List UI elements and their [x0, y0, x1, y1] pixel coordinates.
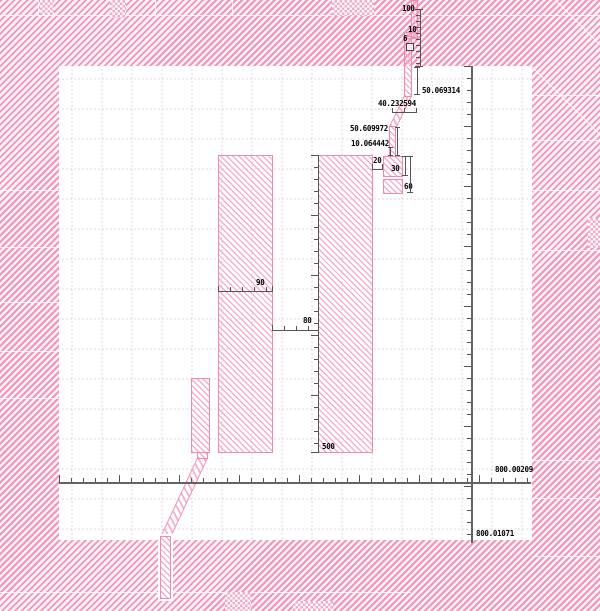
texture-patch — [332, 0, 374, 16]
ruler-line — [218, 291, 273, 292]
ruler-cap — [414, 67, 420, 68]
border-seam — [532, 190, 600, 191]
measurement-label: 100 — [402, 4, 415, 13]
ruler-cap — [415, 9, 423, 10]
measurement-label: 50.069314 — [422, 86, 460, 95]
ruler-cap — [402, 175, 408, 176]
ruler-cap — [414, 94, 420, 95]
ruler-ticks — [218, 287, 273, 291]
ruler-line — [372, 169, 383, 170]
ruler-cap — [272, 325, 273, 331]
measurement-label: 80 — [303, 316, 312, 325]
border-diagonal-seam — [555, 0, 600, 45]
measurement-label: 10 — [408, 25, 417, 34]
texture-patch — [225, 592, 251, 611]
ruler-cap — [395, 127, 400, 128]
ruler-cap — [388, 147, 393, 148]
border-diagonal-seam — [531, 66, 600, 135]
ruler-line — [390, 147, 391, 156]
ruler-cap — [311, 155, 319, 156]
measurement-box — [406, 43, 414, 51]
border-seam — [0, 398, 59, 399]
measurement-label: 50.609972 — [350, 124, 388, 133]
border-seam — [532, 250, 600, 251]
border-seam — [0, 15, 600, 16]
shape-rect-a[interactable] — [383, 156, 403, 177]
ruler-ticks — [272, 326, 319, 330]
ruler-line — [318, 155, 319, 453]
layout-canvas[interactable] — [59, 66, 532, 540]
ruler-cap — [416, 108, 417, 113]
measurement-label: 800.01071 — [476, 529, 514, 538]
ruler-line — [420, 9, 421, 67]
ruler-cap — [404, 108, 405, 113]
ruler-line — [272, 330, 319, 331]
ruler-cap — [388, 155, 393, 156]
border-seam — [155, 0, 156, 15]
border-seam — [0, 351, 59, 352]
shape-bar-left[interactable] — [218, 155, 273, 453]
ruler-cap — [318, 325, 319, 331]
border-seam — [532, 498, 600, 499]
shape-bar-small[interactable] — [191, 378, 210, 453]
shape-bar-right[interactable] — [318, 155, 373, 453]
texture-patch — [588, 218, 600, 248]
ruler-line — [397, 127, 398, 156]
ruler-ticks — [59, 478, 531, 482]
border-seam — [0, 302, 59, 303]
ruler-cap — [402, 156, 408, 157]
border-seam — [0, 247, 59, 248]
measurement-label: 800.00209 — [495, 465, 533, 474]
measurement-label: 10.064442 — [351, 139, 389, 148]
ruler-cap — [372, 164, 373, 170]
measurement-label: 20 — [373, 156, 382, 165]
shape-bottom-bar[interactable] — [158, 534, 173, 601]
ruler-line — [59, 482, 531, 484]
ruler-line — [471, 66, 473, 543]
ruler-cap — [415, 66, 423, 67]
border-seam — [532, 460, 600, 461]
texture-patch — [40, 0, 54, 15]
texture-patch — [110, 0, 126, 18]
ruler-ticks — [467, 66, 471, 543]
ruler-cap — [407, 156, 413, 157]
texture-patch — [293, 601, 333, 611]
measurement-label: 40.232594 — [378, 99, 416, 108]
measurement-label: 6 — [403, 34, 408, 43]
border-seam — [532, 95, 600, 96]
ruler-line — [405, 156, 406, 176]
ruler-line — [410, 156, 411, 193]
ruler-line — [417, 67, 418, 95]
border-seam — [232, 0, 233, 15]
border-seam — [0, 592, 160, 593]
border-seam — [0, 190, 59, 191]
ruler-ticks — [416, 9, 420, 67]
ruler-cap — [218, 286, 219, 292]
shape-rect-b[interactable] — [383, 179, 403, 194]
border-seam — [532, 140, 600, 141]
border-seam — [171, 592, 411, 593]
ruler-cap — [395, 155, 400, 156]
ruler-cap — [311, 452, 319, 453]
border-seam — [532, 556, 600, 557]
border-seam — [38, 0, 39, 15]
measurement-label: 90 — [256, 278, 265, 287]
ruler-cap — [407, 192, 413, 193]
ruler-cap — [272, 286, 273, 292]
ruler-ticks — [314, 155, 318, 453]
measurement-label: 500 — [322, 442, 335, 451]
measurement-label: 30 — [391, 164, 400, 173]
ruler-cap — [392, 108, 393, 113]
measurement-label: 60 — [404, 182, 413, 191]
ruler-cap — [382, 164, 383, 170]
